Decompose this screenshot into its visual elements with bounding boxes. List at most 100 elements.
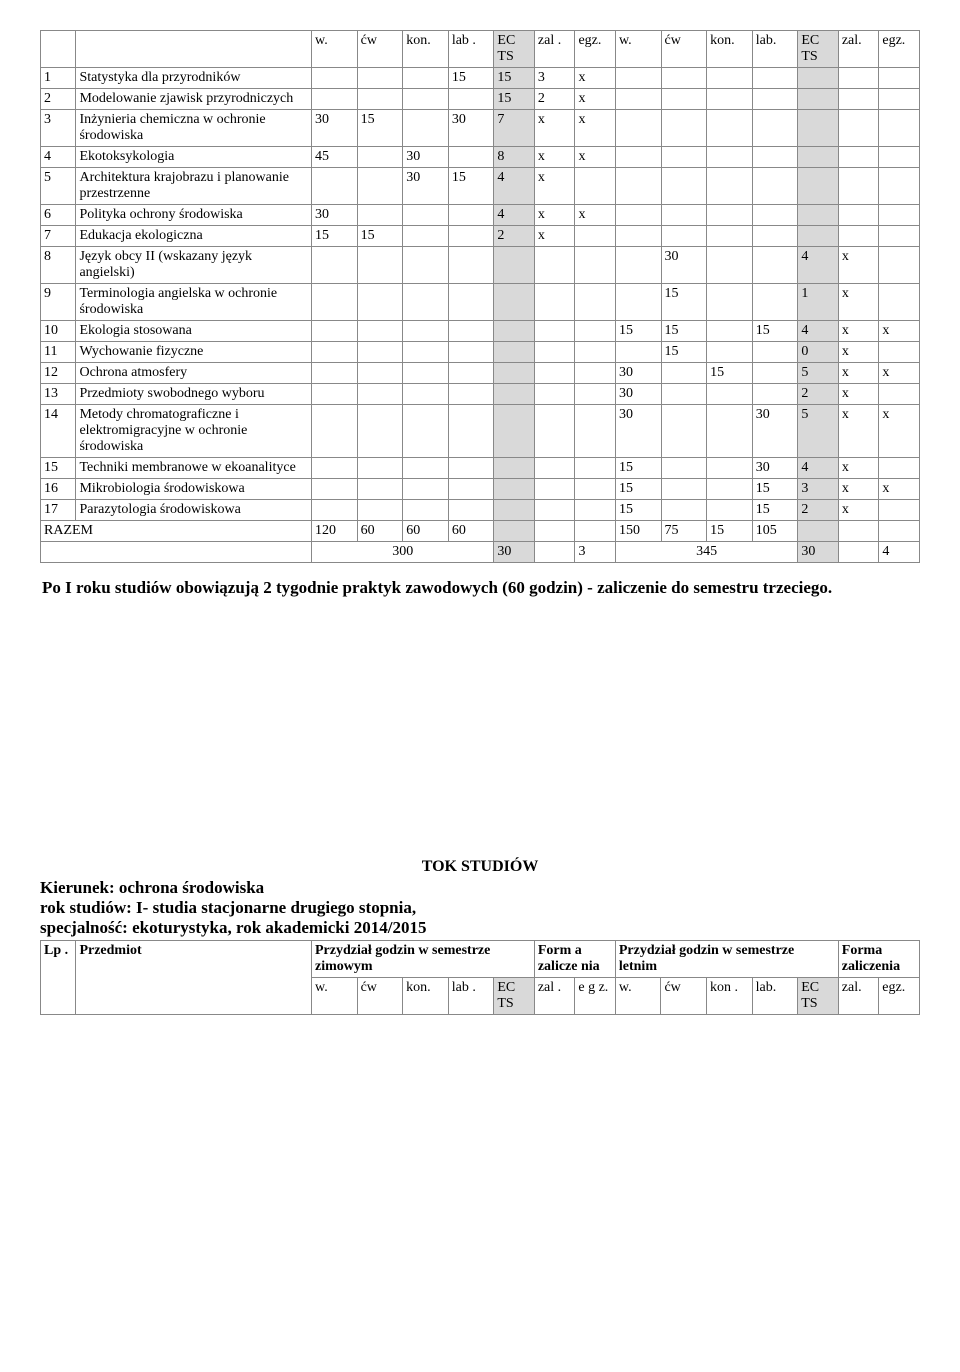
table-row: 16Mikrobiologia środowiskowa15153xx <box>41 479 920 500</box>
cell-zal1 <box>534 342 575 363</box>
razem-cell <box>798 521 839 542</box>
cell-zal1: x <box>534 168 575 205</box>
razem-cell: 120 <box>312 521 358 542</box>
cell-zal1: x <box>534 147 575 168</box>
cell-w2: 15 <box>615 500 661 521</box>
cell-l2 <box>752 147 798 168</box>
cell-w2 <box>615 110 661 147</box>
cell-k2 <box>707 147 753 168</box>
cell-w2: 15 <box>615 458 661 479</box>
curriculum-table-2: Lp . Przedmiot Przydział godzin w semest… <box>40 940 920 1015</box>
cell-k2 <box>707 479 753 500</box>
cell-egz1: x <box>575 110 616 147</box>
totals-sum2: 345 <box>615 542 797 563</box>
cell-zal2: x <box>838 479 879 500</box>
table-row: 5Architektura krajobrazu i planowanie pr… <box>41 168 920 205</box>
totals-sum1: 300 <box>312 542 494 563</box>
cell-k2 <box>707 321 753 342</box>
cell-k1 <box>403 405 449 458</box>
cell-k2 <box>707 205 753 226</box>
cell-name: Ochrona atmosfery <box>76 363 312 384</box>
cell-egz1: x <box>575 205 616 226</box>
cell-egz2 <box>879 384 920 405</box>
cell-ec1 <box>494 284 535 321</box>
cell-ec1: 7 <box>494 110 535 147</box>
cell-w1 <box>312 384 358 405</box>
cell-k2 <box>707 458 753 479</box>
cell-zal2 <box>838 89 879 110</box>
cell-egz2 <box>879 68 920 89</box>
cell-zal2 <box>838 147 879 168</box>
cell-l1 <box>448 89 494 110</box>
cell-w2 <box>615 342 661 363</box>
totals-ects1: 30 <box>494 542 535 563</box>
cell-ec2 <box>798 168 839 205</box>
cell-zal1 <box>534 384 575 405</box>
cell-zal1 <box>534 405 575 458</box>
cell-num: 13 <box>41 384 76 405</box>
cell-l2 <box>752 89 798 110</box>
cell-k2 <box>707 89 753 110</box>
cell-l2: 15 <box>752 321 798 342</box>
table-row: 11Wychowanie fizyczne150x <box>41 342 920 363</box>
totals-blank <box>534 542 575 563</box>
cell-l2 <box>752 284 798 321</box>
totals-blank2 <box>838 542 879 563</box>
cell-ec1 <box>494 479 535 500</box>
totals-ects2: 30 <box>798 542 839 563</box>
cell-zal1: x <box>534 226 575 247</box>
cell-k2 <box>707 500 753 521</box>
cell-k1 <box>403 479 449 500</box>
cell-zal2: x <box>838 321 879 342</box>
cell-zal2 <box>838 68 879 89</box>
cell-num: 12 <box>41 363 76 384</box>
cell-egz1 <box>575 500 616 521</box>
cell-egz1 <box>575 479 616 500</box>
cell-cw1 <box>357 363 403 384</box>
cell-l1: 15 <box>448 168 494 205</box>
cell-l2 <box>752 226 798 247</box>
cell-zal2 <box>838 110 879 147</box>
cell-w2 <box>615 147 661 168</box>
cell-cw1 <box>357 168 403 205</box>
cell-name: Ekotoksykologia <box>76 147 312 168</box>
cell-w2 <box>615 168 661 205</box>
cell-l2 <box>752 68 798 89</box>
cell-w1 <box>312 247 358 284</box>
table-row: 10Ekologia stosowana1515154xx <box>41 321 920 342</box>
cell-egz1: x <box>575 68 616 89</box>
h-lp: Lp . <box>41 941 76 1015</box>
cell-cw1 <box>357 247 403 284</box>
cell-egz1 <box>575 363 616 384</box>
cell-cw1 <box>357 479 403 500</box>
cell-cw1 <box>357 284 403 321</box>
cell-ec2 <box>798 68 839 89</box>
cell-ec2: 5 <box>798 363 839 384</box>
cell-ec2: 3 <box>798 479 839 500</box>
totals-spacer <box>41 542 312 563</box>
cell-k2 <box>707 110 753 147</box>
table-row: 3Inżynieria chemiczna w ochronie środowi… <box>41 110 920 147</box>
cell-ec2: 4 <box>798 247 839 284</box>
cell-cw2 <box>661 89 707 110</box>
cell-k2 <box>707 68 753 89</box>
cell-egz1: x <box>575 89 616 110</box>
table-row: 8Język obcy II (wskazany język angielski… <box>41 247 920 284</box>
cell-ec1: 15 <box>494 68 535 89</box>
cell-l1 <box>448 247 494 284</box>
cell-cw2: 15 <box>661 321 707 342</box>
cell-ec1: 4 <box>494 205 535 226</box>
table2-header-row: Lp . Przedmiot Przydział godzin w semest… <box>41 941 920 978</box>
cell-ec2: 4 <box>798 458 839 479</box>
cell-l2: 30 <box>752 405 798 458</box>
cell-name: Parazytologia środowiskowa <box>76 500 312 521</box>
col-egz2: egz. <box>879 31 920 68</box>
cell-l2 <box>752 363 798 384</box>
h-pg-let: Przydział godzin w semestrze letnim <box>615 941 838 978</box>
cell-w2 <box>615 247 661 284</box>
cell-cw2: 30 <box>661 247 707 284</box>
h-przedmiot: Przedmiot <box>76 941 312 1015</box>
cell-cw1 <box>357 342 403 363</box>
cell-w1: 30 <box>312 205 358 226</box>
cell-l1 <box>448 342 494 363</box>
